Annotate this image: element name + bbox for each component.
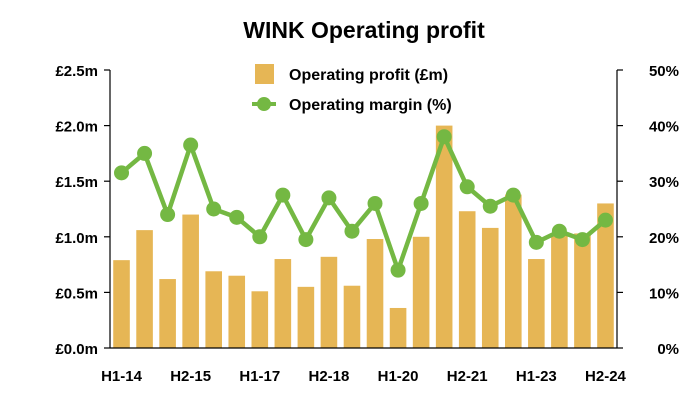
bar xyxy=(412,236,430,348)
right-tick-label: 50% xyxy=(649,63,679,80)
x-tick-label: H1-17 xyxy=(239,368,280,385)
margin-point xyxy=(390,262,406,278)
margin-point xyxy=(114,165,130,181)
bar xyxy=(320,256,338,348)
margin-point xyxy=(528,234,544,250)
bar xyxy=(136,230,153,348)
right-tick-label: 40% xyxy=(649,119,679,136)
right-tick-label: 30% xyxy=(649,174,679,191)
bar xyxy=(528,259,545,348)
legend-bar-label: Operating profit (£m) xyxy=(289,67,448,84)
bar xyxy=(504,194,522,348)
margin-point xyxy=(160,207,176,223)
margin-point xyxy=(413,195,429,211)
bar xyxy=(159,279,176,348)
right-axis-ticks: 0% 10% 20% 30% 40% 50% xyxy=(617,63,679,358)
bar xyxy=(435,125,453,348)
bar-series xyxy=(113,125,614,348)
margin-point xyxy=(597,212,613,228)
x-tick-label: H2-21 xyxy=(447,368,488,385)
bar xyxy=(458,211,476,348)
left-tick-label: £2.5m xyxy=(55,63,98,80)
legend-line-label: Operating margin (%) xyxy=(289,97,452,114)
margin-point xyxy=(206,201,222,217)
margin-point xyxy=(505,187,521,203)
left-tick-label: £1.0m xyxy=(55,230,98,247)
right-tick-label: 10% xyxy=(649,285,679,302)
margin-point xyxy=(574,232,590,248)
margin-point xyxy=(367,195,383,211)
left-tick-label: £1.5m xyxy=(55,174,98,191)
legend-line-marker xyxy=(257,97,271,111)
bar xyxy=(389,307,407,348)
x-tick-label: H2-18 xyxy=(309,368,350,385)
bar xyxy=(597,203,614,348)
bar xyxy=(366,239,384,348)
margin-point xyxy=(298,232,314,248)
bar xyxy=(228,275,246,348)
legend-bar-swatch xyxy=(255,64,274,84)
margin-point xyxy=(321,190,337,206)
x-axis-ticks: H1-14 H2-15 H1-17 H2-18 H1-20 H2-21 H1-23 H2-24 xyxy=(101,368,626,385)
margin-point xyxy=(183,137,199,153)
bar xyxy=(182,214,199,348)
margin-point xyxy=(252,229,268,245)
bar xyxy=(205,271,223,348)
bar xyxy=(343,285,361,348)
margin-point xyxy=(459,179,475,195)
left-tick-label: £0.0m xyxy=(55,341,98,358)
x-tick-label: H1-20 xyxy=(378,368,419,385)
left-tick-label: £0.5m xyxy=(55,285,98,302)
x-tick-label: H1-23 xyxy=(516,368,557,385)
x-tick-label: H2-24 xyxy=(585,368,627,385)
right-tick-label: 20% xyxy=(649,230,679,247)
bar xyxy=(551,234,568,348)
chart-title: WINK Operating profit xyxy=(243,17,485,43)
left-tick-label: £2.0m xyxy=(55,119,98,136)
margin-point xyxy=(137,145,153,161)
margin-point xyxy=(482,198,498,214)
margin-point xyxy=(436,129,452,145)
x-tick-label: H2-15 xyxy=(170,368,211,385)
bar xyxy=(251,291,269,348)
legend: Operating profit (£m) Operating margin (… xyxy=(252,64,452,114)
bar xyxy=(274,259,292,348)
right-tick-label: 0% xyxy=(657,341,679,358)
left-axis-ticks: £0.0m £0.5m £1.0m £1.5m £2.0m £2.5m xyxy=(55,63,110,358)
margin-line xyxy=(120,134,607,273)
bar xyxy=(297,286,315,348)
margin-point xyxy=(344,223,360,239)
line-series xyxy=(114,129,613,278)
margin-point xyxy=(229,209,245,225)
margin-point xyxy=(551,223,567,239)
bar xyxy=(574,233,591,348)
bar xyxy=(481,227,499,348)
bar xyxy=(113,260,130,348)
margin-point xyxy=(275,187,291,203)
x-tick-label: H1-14 xyxy=(101,368,143,385)
